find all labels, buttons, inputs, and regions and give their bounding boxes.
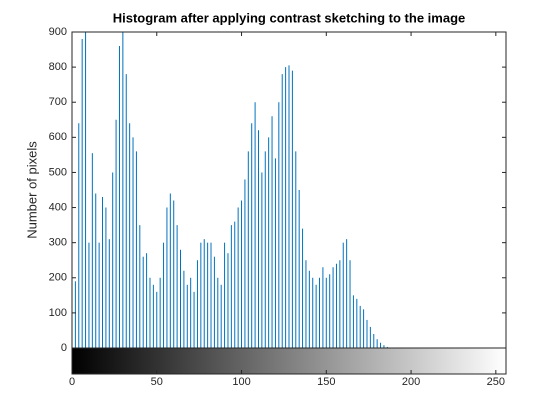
chart-title: Histogram after applying contrast sketch… (113, 10, 466, 25)
y-tick-label: 200 (49, 272, 67, 284)
y-tick-label: 600 (49, 131, 67, 143)
x-tick-label: 150 (317, 376, 335, 388)
y-tick-label: 800 (49, 61, 67, 73)
plot-frame (71, 31, 507, 375)
colorbar (72, 348, 506, 374)
x-tick-label: 200 (402, 376, 420, 388)
y-axis-label: Number of pixels (24, 141, 39, 239)
y-tick-label: 700 (49, 96, 67, 108)
x-tick-label: 0 (69, 376, 75, 388)
y-tick-label: 100 (49, 307, 67, 319)
y-tick-label: 0 (61, 342, 67, 354)
y-tick-label: 400 (49, 201, 67, 213)
y-tick-label: 500 (49, 166, 67, 178)
y-tick-label: 300 (49, 237, 67, 249)
y-tick-label: 900 (49, 26, 67, 38)
x-tick-label: 50 (151, 376, 163, 388)
stems (72, 32, 388, 348)
x-tick-label: 250 (487, 376, 505, 388)
x-tick-label: 100 (232, 376, 250, 388)
